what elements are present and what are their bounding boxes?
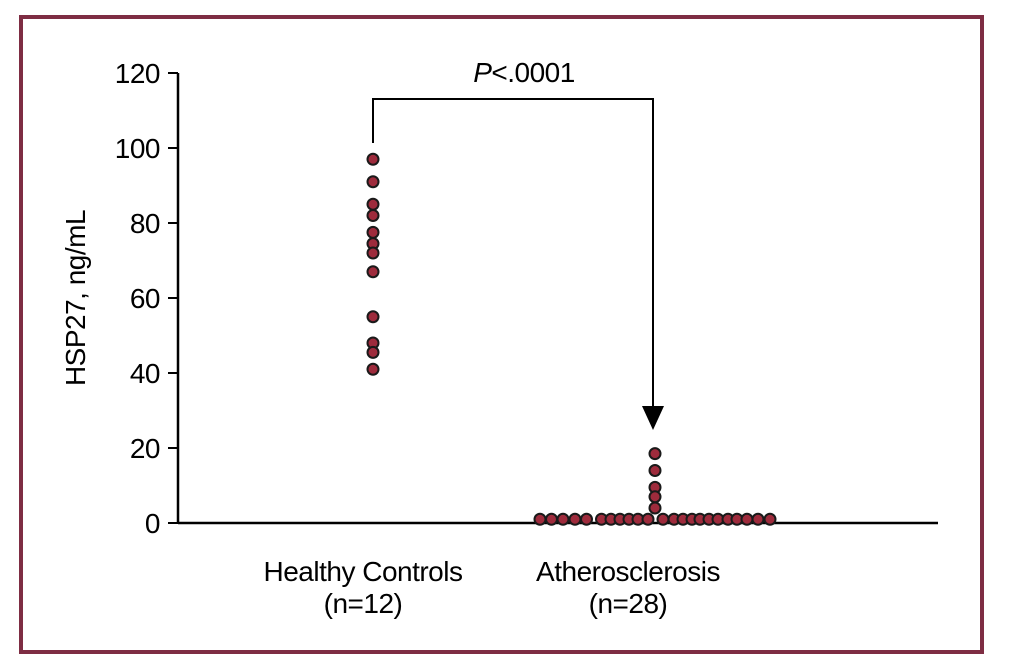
- data-point: [648, 447, 662, 461]
- data-point: [656, 512, 670, 526]
- data-point: [366, 225, 380, 239]
- y-tick-label: 60: [130, 283, 160, 314]
- y-tick-label: 40: [130, 358, 160, 389]
- y-axis-title: HSP27, ng/mL: [60, 210, 91, 386]
- data-point: [366, 175, 380, 189]
- group-n-label: (n=28): [589, 588, 668, 619]
- data-point: [366, 209, 380, 222]
- figure-border: [19, 15, 984, 654]
- y-tick-label: 20: [130, 433, 160, 464]
- data-point: [580, 512, 593, 526]
- y-tick-label: 120: [115, 58, 160, 89]
- data-point: [740, 512, 754, 526]
- p-value-label: P<.0001: [473, 57, 575, 88]
- data-point: [648, 464, 662, 477]
- data-point: [763, 512, 777, 526]
- data-point: [366, 246, 380, 260]
- group-label: Healthy Controls: [264, 556, 463, 587]
- y-tick-label: 100: [115, 133, 160, 164]
- y-tick-label: 0: [145, 508, 160, 539]
- data-point: [366, 265, 380, 279]
- data-point: [641, 512, 655, 526]
- data-point: [366, 310, 380, 324]
- group-label: Atherosclerosis: [536, 556, 720, 587]
- data-point: [366, 152, 380, 166]
- significance-bracket: [372, 98, 654, 410]
- data-point: [648, 490, 662, 504]
- arrow-head-icon: [642, 406, 664, 430]
- data-point: [366, 362, 380, 376]
- data-point: [366, 345, 380, 359]
- data-point: [366, 197, 380, 211]
- data-point: [545, 512, 558, 526]
- data-point: [533, 512, 547, 526]
- data-point: [751, 512, 765, 526]
- data-point: [648, 501, 662, 515]
- data-point: [568, 512, 582, 526]
- data-point: [556, 512, 570, 526]
- group-n-label: (n=12): [324, 588, 403, 619]
- y-tick-label: 80: [130, 208, 160, 239]
